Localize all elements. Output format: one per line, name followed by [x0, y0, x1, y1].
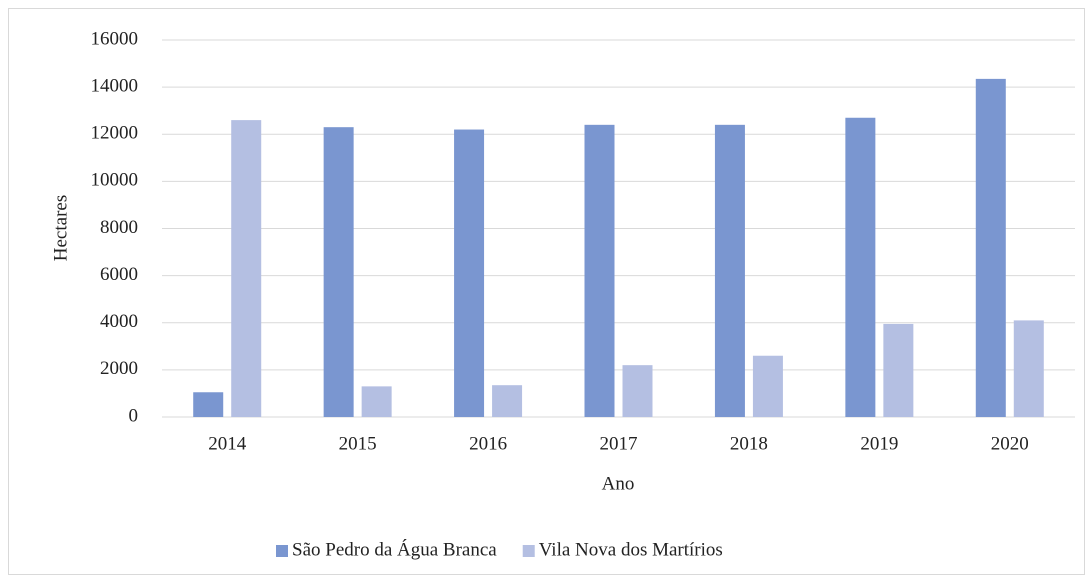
y-tick-label: 8000 — [100, 217, 138, 238]
y-tick-label: 12000 — [91, 123, 139, 144]
bar — [1013, 320, 1044, 417]
x-tick-label: 2020 — [991, 433, 1029, 454]
y-axis-label: Hectares — [50, 195, 71, 261]
y-tick-label: 10000 — [91, 170, 139, 191]
bar — [975, 78, 1006, 418]
bar — [323, 127, 354, 418]
bar — [622, 365, 653, 417]
y-tick-label: 6000 — [100, 264, 138, 285]
bar — [714, 124, 745, 417]
legend-swatch — [522, 545, 535, 557]
x-tick-label: 2016 — [469, 433, 507, 454]
legend-swatch — [276, 545, 288, 557]
bar — [845, 117, 876, 417]
y-tick-label: 14000 — [91, 75, 139, 96]
bar — [231, 120, 262, 418]
bar — [752, 355, 783, 417]
legend-label: Vila Nova dos Martírios — [539, 539, 723, 560]
x-tick-label: 2015 — [339, 433, 377, 454]
bar — [883, 323, 914, 417]
legend-label: São Pedro da Água Branca — [292, 538, 497, 560]
x-tick-label: 2018 — [730, 433, 768, 454]
y-tick-label: 2000 — [100, 358, 138, 379]
bar — [584, 124, 615, 417]
x-tick-label: 2019 — [860, 433, 898, 454]
bar — [193, 392, 224, 417]
bar — [492, 385, 523, 417]
y-tick-label: 0 — [129, 405, 139, 426]
x-tick-label: 2017 — [600, 433, 638, 454]
chart-border — [8, 8, 1085, 575]
y-tick-label: 4000 — [100, 311, 138, 332]
y-tick-label: 16000 — [91, 28, 139, 49]
x-tick-label: 2014 — [208, 433, 247, 454]
x-axis-label: Ano — [602, 473, 635, 494]
bar — [361, 386, 392, 417]
bar — [454, 129, 485, 417]
